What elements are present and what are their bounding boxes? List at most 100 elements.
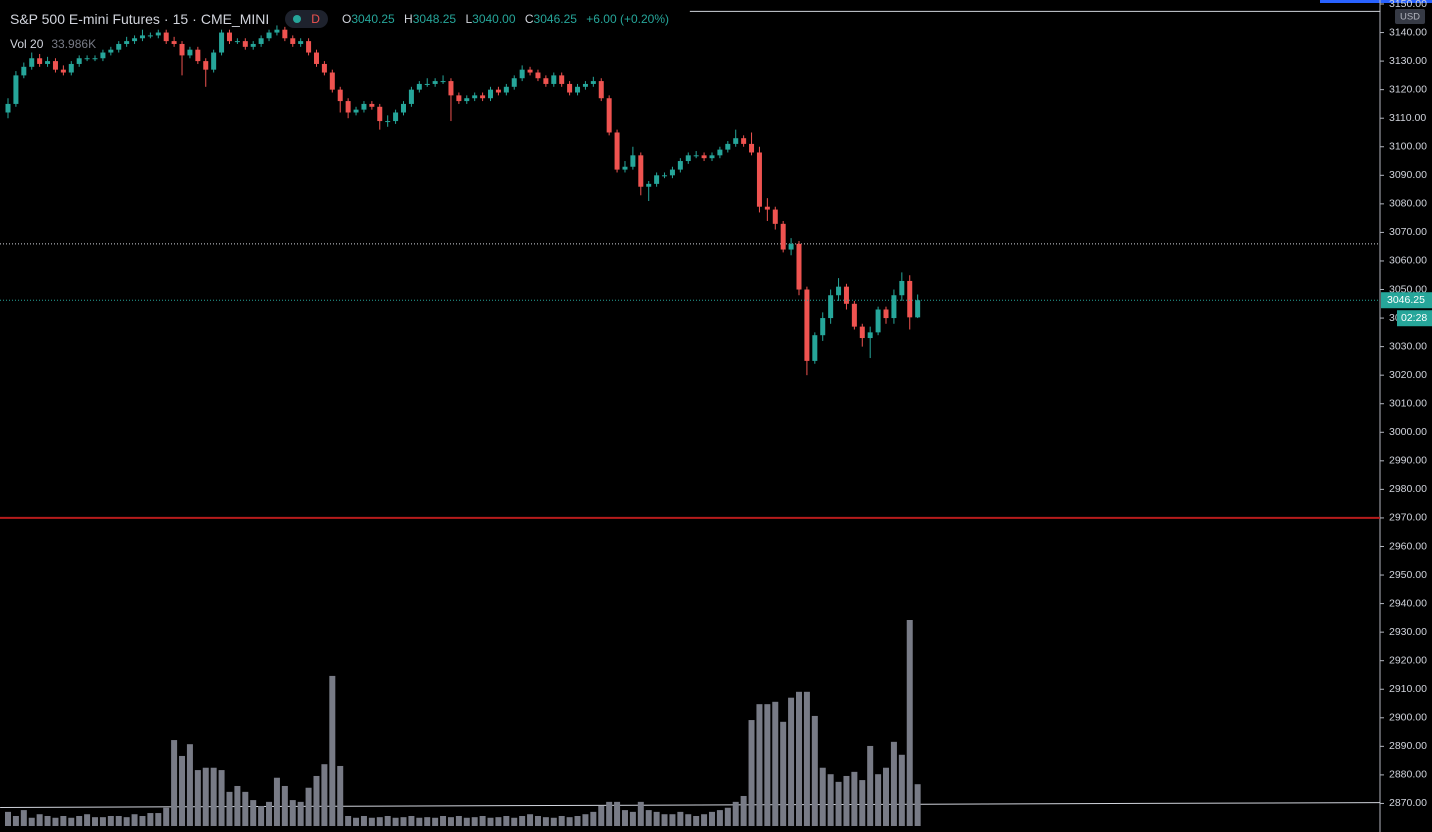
separator: · bbox=[163, 11, 169, 27]
candle-body bbox=[440, 81, 446, 83]
y-tick-label: 2890.00 bbox=[1389, 740, 1427, 752]
volume-bar bbox=[179, 755, 186, 826]
volume-bar bbox=[495, 817, 502, 826]
candle-body bbox=[432, 81, 438, 84]
candle-body bbox=[139, 35, 145, 39]
candle-body bbox=[100, 52, 106, 59]
volume-bar bbox=[226, 791, 233, 826]
volume-bar bbox=[384, 815, 391, 826]
volume-bar bbox=[305, 787, 312, 826]
y-tick-label: 2990.00 bbox=[1389, 455, 1427, 467]
volume-bar bbox=[558, 815, 565, 826]
candle-body bbox=[820, 318, 826, 336]
candle-body bbox=[867, 332, 873, 339]
ohlc-value: 3048.25 bbox=[412, 12, 457, 26]
candle-body bbox=[84, 58, 90, 60]
y-tick-label: 3140.00 bbox=[1389, 26, 1427, 38]
volume-bar bbox=[835, 781, 842, 826]
candle-body bbox=[733, 138, 739, 144]
currency: USD bbox=[1400, 12, 1420, 23]
volume-bar bbox=[867, 745, 874, 826]
volume-bar bbox=[503, 815, 510, 826]
volume-bar bbox=[629, 811, 636, 826]
y-tick-label: 3100.00 bbox=[1389, 141, 1427, 153]
status-badge[interactable]: D bbox=[285, 10, 328, 28]
candle-body bbox=[646, 183, 652, 187]
volume-bar bbox=[447, 817, 454, 826]
volume-bar bbox=[740, 795, 747, 826]
candle-body bbox=[764, 206, 770, 210]
volume-legend: Vol 20 33.986K bbox=[10, 37, 100, 51]
candle-body bbox=[488, 89, 494, 99]
candle-body bbox=[163, 32, 169, 42]
candle-body bbox=[693, 155, 699, 157]
candle-body bbox=[211, 52, 217, 70]
top-bar bbox=[1320, 0, 1432, 3]
candle-body bbox=[772, 209, 778, 224]
y-tick-label: 3030.00 bbox=[1389, 340, 1427, 352]
ohlc-value: 3046.25 bbox=[533, 12, 577, 26]
candle-body bbox=[662, 175, 668, 177]
volume-bar bbox=[898, 754, 905, 826]
candle-body bbox=[250, 43, 256, 47]
volume-bar bbox=[360, 815, 367, 826]
volume-bar bbox=[44, 815, 51, 826]
volume-bar bbox=[408, 815, 415, 826]
y-tick-label: 3000.00 bbox=[1389, 426, 1427, 438]
volume-bar bbox=[99, 817, 106, 826]
volume-bar bbox=[266, 801, 273, 826]
exchange: CME_MINI bbox=[200, 11, 270, 27]
volume-bar bbox=[914, 784, 921, 826]
volume-bar bbox=[440, 815, 447, 826]
candle-body bbox=[575, 86, 581, 93]
y-tick-label: 3080.00 bbox=[1389, 198, 1427, 210]
volume-bar bbox=[250, 800, 257, 826]
candle-body bbox=[527, 69, 533, 73]
candle-body bbox=[891, 295, 897, 319]
candle-body bbox=[828, 295, 834, 319]
volume-bar bbox=[819, 767, 826, 826]
volume-bar bbox=[693, 815, 700, 826]
volume-bar bbox=[20, 810, 27, 826]
candle-body bbox=[226, 32, 232, 42]
candle-body bbox=[503, 86, 509, 93]
volume-bar bbox=[147, 813, 154, 826]
volume-bar bbox=[281, 785, 288, 826]
candle-body bbox=[124, 41, 130, 44]
candle-body bbox=[132, 38, 138, 42]
volume-bar bbox=[614, 801, 621, 826]
volume-bar bbox=[131, 814, 138, 826]
price-label: 3046.25 bbox=[1387, 294, 1425, 306]
candle-body bbox=[559, 75, 565, 84]
candle-body bbox=[796, 243, 802, 290]
candle-body bbox=[495, 89, 501, 93]
volume-bar bbox=[289, 800, 296, 826]
volume-bar bbox=[368, 817, 375, 826]
volume-title: Vol 20 bbox=[10, 37, 44, 51]
candle-body bbox=[298, 41, 304, 44]
volume-bar bbox=[653, 811, 660, 826]
volume-bar bbox=[345, 815, 352, 826]
ohlc-value: 3040.00 bbox=[472, 12, 516, 26]
badge-label: D bbox=[311, 12, 320, 26]
volume-bar bbox=[313, 775, 320, 826]
volume-bar bbox=[566, 817, 573, 826]
volume-bar bbox=[637, 801, 644, 826]
volume-bar bbox=[574, 815, 581, 826]
volume-bar bbox=[803, 691, 810, 826]
volume-bar bbox=[669, 814, 676, 826]
volume-bar bbox=[28, 817, 35, 826]
candle-body bbox=[116, 43, 122, 50]
volume-bar bbox=[756, 704, 763, 826]
candle-body bbox=[242, 41, 248, 47]
candle-body bbox=[630, 155, 636, 167]
volume-bar bbox=[748, 720, 755, 826]
volume-bar bbox=[582, 814, 589, 826]
volume-bar bbox=[353, 817, 360, 826]
y-tick-label: 3070.00 bbox=[1389, 226, 1427, 238]
candle-body bbox=[195, 49, 201, 62]
volume-bar bbox=[811, 715, 818, 826]
candle-body bbox=[535, 72, 541, 79]
candle-body bbox=[329, 72, 335, 90]
volume-bar bbox=[677, 811, 684, 826]
